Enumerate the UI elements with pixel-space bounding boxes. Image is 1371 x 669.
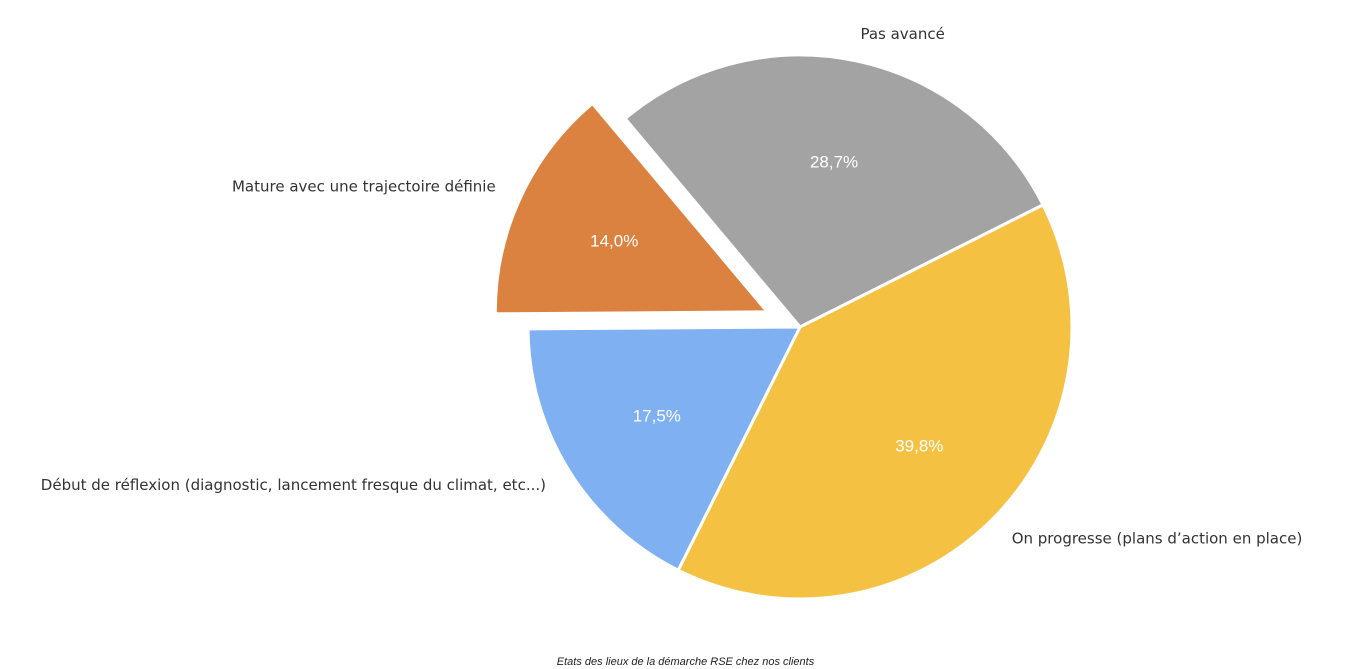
slice-value-label-3: 14,0%: [590, 232, 638, 251]
chart-caption: Etats des lieux de la démarche RSE chez …: [556, 656, 815, 668]
pie-slice-3: [493, 102, 769, 316]
slice-category-label-0: Pas avancé: [860, 25, 944, 43]
slice-value-label-2: 17,5%: [633, 407, 681, 426]
slice-category-label-1: On progresse (plans d’action en place): [1012, 529, 1303, 547]
slice-category-label-2: Début de réflexion (diagnostic, lancemen…: [41, 476, 546, 494]
pie-slice-1: [676, 203, 1074, 601]
percentage-labels: 28,7% 39,8% 17,5% 14,0%: [590, 152, 943, 455]
slice-category-label-3: Mature avec une trajectoire définie: [232, 177, 496, 195]
slice-value-label-0: 28,7%: [810, 152, 858, 171]
pie-slices: [493, 53, 1074, 601]
slice-value-label-1: 39,8%: [895, 437, 943, 456]
pie-slice-2: [526, 325, 802, 572]
pie-slice-0: [623, 53, 1045, 329]
category-labels: Pas avancé On progresse (plans d’action e…: [41, 25, 1303, 547]
